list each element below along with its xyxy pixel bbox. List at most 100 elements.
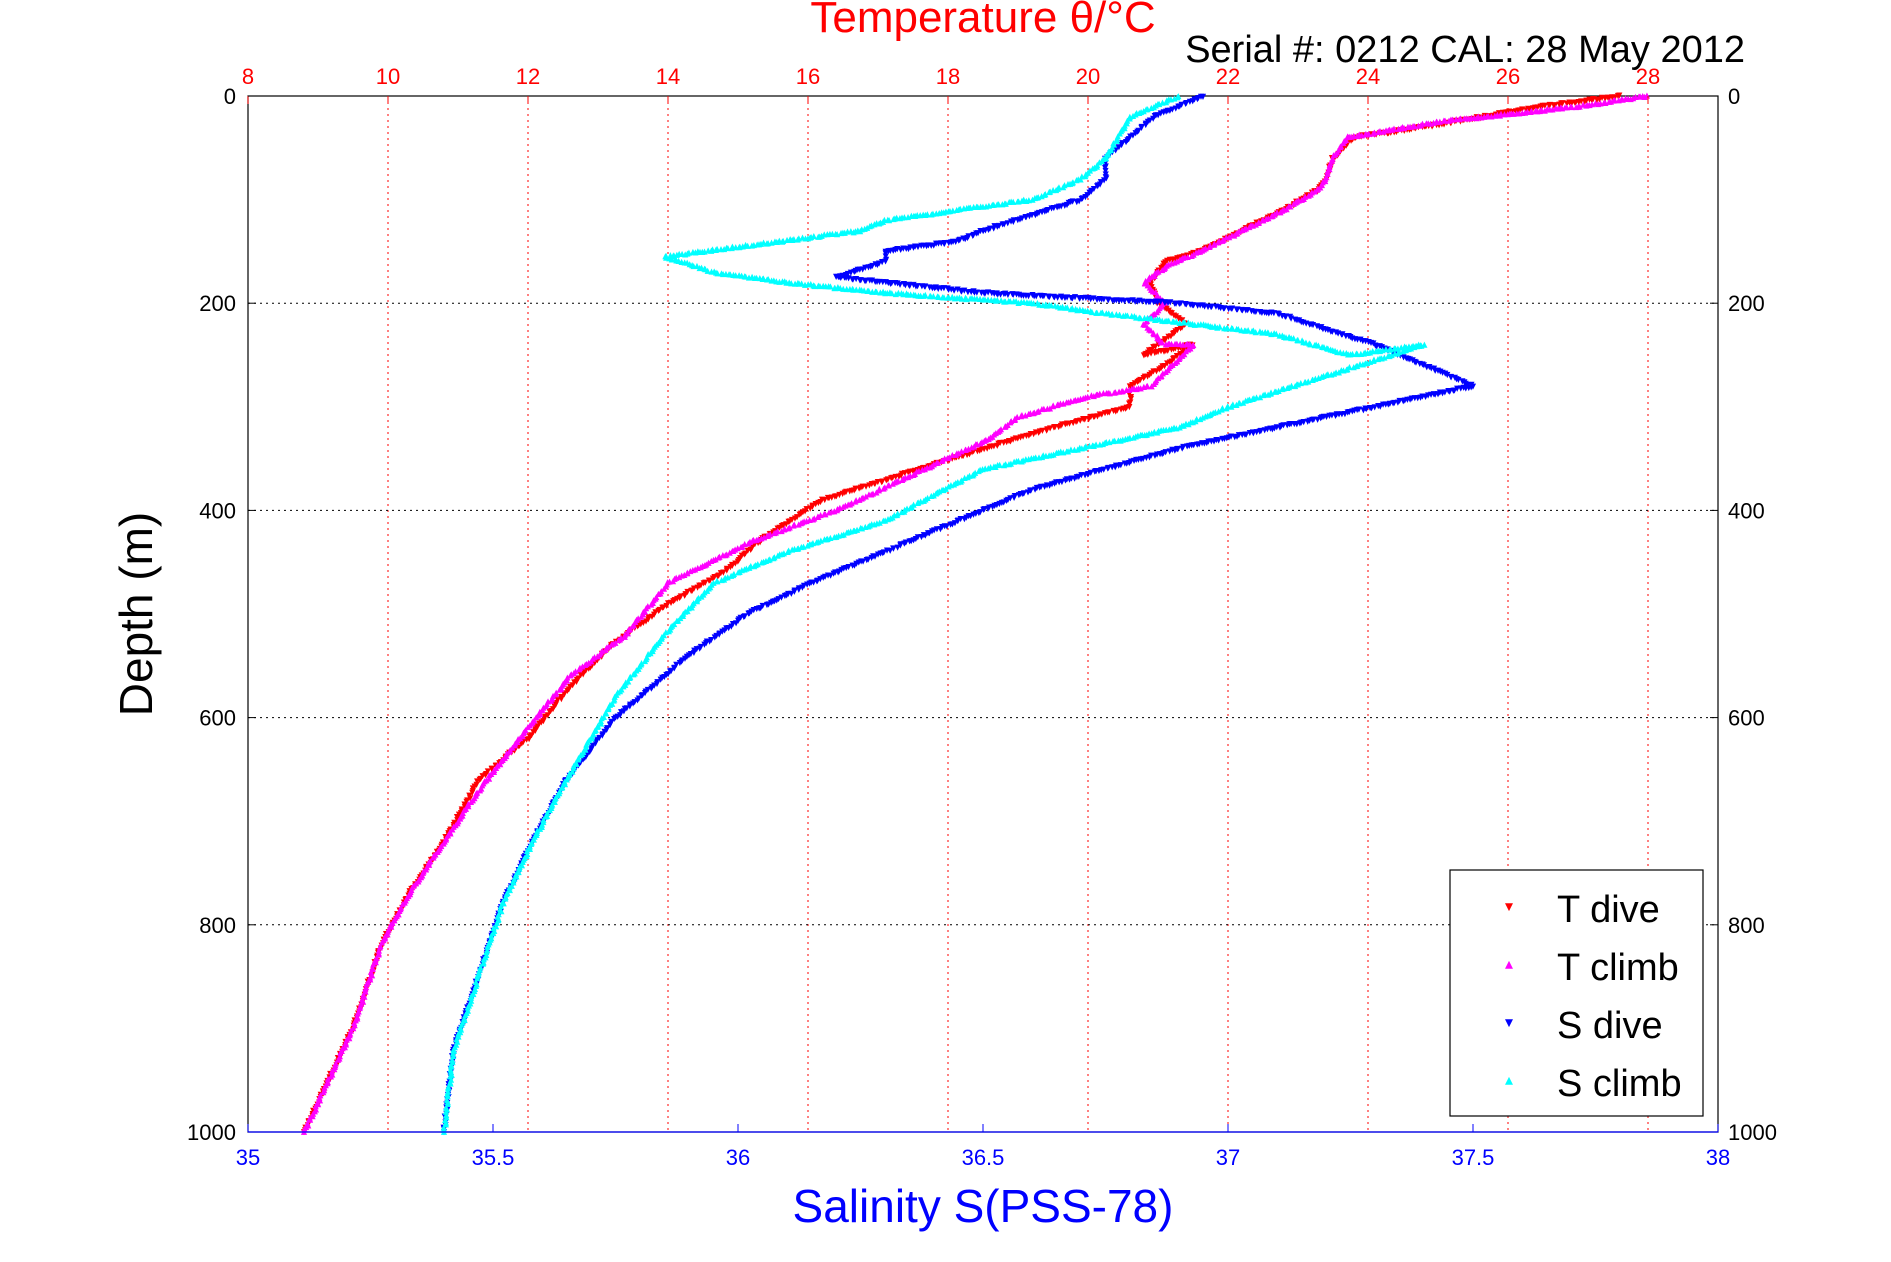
data-point bbox=[1190, 302, 1197, 309]
data-point bbox=[1382, 345, 1390, 353]
data-point bbox=[1025, 293, 1032, 300]
data-point bbox=[1224, 324, 1231, 331]
data-point bbox=[1445, 117, 1453, 124]
data-point bbox=[1040, 293, 1047, 300]
data-point bbox=[994, 297, 1001, 304]
data-point bbox=[962, 446, 969, 453]
data-point bbox=[1399, 348, 1407, 355]
data-point bbox=[474, 778, 481, 785]
data-point bbox=[745, 540, 752, 547]
data-point bbox=[430, 854, 437, 861]
data-point bbox=[1081, 472, 1089, 479]
data-point bbox=[1593, 96, 1601, 104]
data-point bbox=[1235, 326, 1242, 333]
data-point bbox=[1567, 103, 1574, 110]
data-point bbox=[350, 1025, 357, 1032]
data-point bbox=[888, 290, 895, 297]
data-point bbox=[320, 1089, 327, 1096]
data-point bbox=[500, 900, 507, 907]
data-point bbox=[1290, 335, 1297, 342]
data-point bbox=[1064, 294, 1071, 301]
data-point bbox=[1370, 130, 1377, 137]
data-point bbox=[1231, 434, 1238, 441]
data-point bbox=[795, 586, 802, 593]
data-point bbox=[1154, 292, 1161, 299]
data-point bbox=[1349, 350, 1356, 358]
data-point bbox=[605, 705, 612, 713]
y-tick-label-left: 600 bbox=[199, 706, 236, 731]
data-point bbox=[1116, 311, 1123, 319]
data-point bbox=[815, 233, 822, 240]
data-point bbox=[1430, 119, 1437, 126]
data-point bbox=[1374, 355, 1382, 363]
series-s-climb bbox=[440, 93, 1428, 1135]
data-point bbox=[1018, 197, 1026, 204]
data-point bbox=[882, 253, 889, 260]
data-point bbox=[737, 543, 745, 551]
data-point bbox=[1109, 437, 1117, 445]
data-point bbox=[990, 225, 997, 232]
data-point bbox=[1260, 391, 1267, 399]
y-tick-label-right: 0 bbox=[1728, 84, 1740, 109]
data-point bbox=[748, 242, 755, 249]
data-point bbox=[1148, 383, 1155, 390]
data-point bbox=[573, 760, 580, 767]
data-point bbox=[1102, 167, 1109, 175]
data-point bbox=[1581, 98, 1588, 105]
data-point bbox=[1017, 413, 1025, 420]
data-point bbox=[1252, 329, 1259, 336]
data-point bbox=[928, 492, 935, 500]
data-point bbox=[882, 250, 889, 257]
data-point bbox=[1030, 300, 1037, 307]
data-point bbox=[684, 570, 691, 577]
data-point bbox=[1127, 395, 1135, 403]
data-point bbox=[975, 467, 982, 475]
data-point bbox=[914, 283, 921, 290]
data-point bbox=[1181, 319, 1188, 326]
data-point bbox=[1141, 321, 1149, 328]
legend: T dive T climb S dive S climb bbox=[1449, 869, 1704, 1117]
data-point bbox=[1130, 434, 1137, 441]
data-point bbox=[1635, 93, 1643, 100]
data-point bbox=[1362, 131, 1369, 138]
data-point bbox=[999, 201, 1006, 208]
data-point bbox=[1089, 165, 1096, 172]
data-point bbox=[843, 529, 850, 536]
data-point bbox=[1001, 423, 1009, 430]
data-point bbox=[713, 577, 720, 585]
top-tick-label: 8 bbox=[242, 64, 254, 89]
data-point bbox=[679, 612, 687, 619]
data-point bbox=[997, 291, 1004, 298]
data-point bbox=[1162, 99, 1170, 106]
data-point bbox=[899, 476, 906, 483]
bottom-tick-label: 36 bbox=[726, 1145, 750, 1170]
data-point bbox=[1113, 137, 1120, 144]
data-point bbox=[1105, 297, 1112, 304]
data-point bbox=[331, 1066, 338, 1073]
data-point bbox=[1044, 405, 1051, 412]
data-point bbox=[790, 522, 797, 529]
data-point bbox=[465, 803, 472, 810]
data-point bbox=[742, 273, 749, 280]
y-tick-label-left: 400 bbox=[199, 498, 236, 523]
data-point bbox=[1615, 97, 1622, 104]
data-point bbox=[1177, 300, 1184, 307]
data-point bbox=[1309, 376, 1316, 383]
data-point bbox=[1085, 416, 1092, 423]
data-point bbox=[1126, 383, 1133, 390]
data-point bbox=[821, 510, 828, 517]
data-point bbox=[1234, 306, 1241, 313]
legend-label: S climb bbox=[1557, 1063, 1682, 1105]
data-point bbox=[546, 708, 553, 715]
data-point bbox=[533, 714, 540, 721]
data-point bbox=[1563, 100, 1570, 107]
data-point bbox=[1290, 200, 1297, 207]
data-point bbox=[981, 290, 989, 297]
data-point bbox=[837, 229, 845, 237]
data-point bbox=[778, 527, 785, 535]
data-point bbox=[1314, 416, 1321, 423]
data-point bbox=[1148, 315, 1155, 322]
data-point bbox=[1332, 412, 1339, 419]
data-point bbox=[641, 657, 649, 665]
data-point bbox=[629, 623, 636, 630]
